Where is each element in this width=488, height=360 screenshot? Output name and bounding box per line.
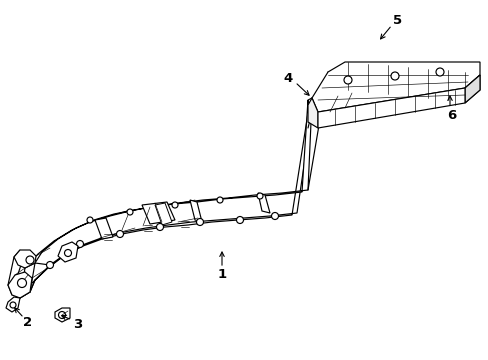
Text: 2: 2 [23,316,33,329]
Polygon shape [155,203,172,225]
Polygon shape [142,202,175,224]
Polygon shape [8,250,22,295]
Polygon shape [311,62,479,112]
Circle shape [257,193,263,199]
Circle shape [236,216,243,224]
Polygon shape [258,193,269,213]
Polygon shape [95,218,113,239]
Circle shape [196,219,203,225]
Polygon shape [6,297,20,312]
Polygon shape [20,263,35,298]
Circle shape [435,68,443,76]
Polygon shape [55,308,70,322]
Circle shape [343,76,351,84]
Circle shape [64,249,71,257]
Circle shape [76,240,83,248]
Text: 3: 3 [73,319,82,332]
Polygon shape [464,75,479,103]
Circle shape [116,230,123,238]
Polygon shape [14,250,36,268]
Circle shape [59,311,65,319]
Circle shape [156,224,163,230]
Polygon shape [8,272,32,298]
Text: 5: 5 [393,14,402,27]
Circle shape [390,72,398,80]
Circle shape [26,256,34,264]
Circle shape [10,302,16,308]
Text: 1: 1 [217,269,226,282]
Circle shape [172,202,178,208]
Circle shape [87,217,93,223]
Circle shape [46,261,53,269]
Circle shape [18,279,26,288]
Polygon shape [58,242,78,262]
Polygon shape [190,200,202,222]
Circle shape [271,212,278,220]
Polygon shape [307,98,317,128]
Circle shape [127,209,133,215]
Polygon shape [20,112,311,298]
Text: 4: 4 [283,72,292,85]
Polygon shape [25,100,311,268]
Circle shape [217,197,223,203]
Polygon shape [317,75,479,128]
Text: 6: 6 [447,108,456,122]
